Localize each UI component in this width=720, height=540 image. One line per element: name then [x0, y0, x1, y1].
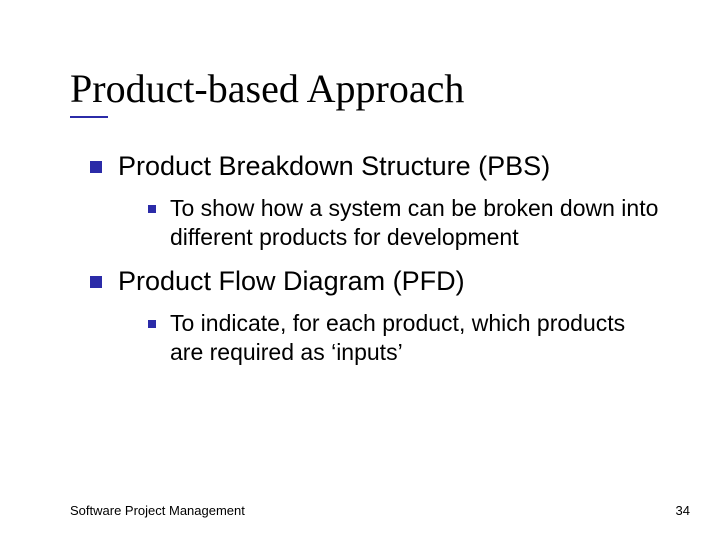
list-subitem: To show how a system can be broken down …: [148, 194, 660, 252]
list-item: Product Breakdown Structure (PBS): [90, 150, 660, 184]
slide-title: Product-based Approach: [70, 68, 680, 110]
footer-left: Software Project Management: [70, 503, 245, 518]
title-underline: [70, 116, 108, 118]
title-block: Product-based Approach: [70, 68, 680, 118]
list-subitem-label: To show how a system can be broken down …: [170, 194, 660, 252]
square-bullet-icon: [90, 276, 102, 288]
page-number: 34: [676, 503, 690, 518]
square-bullet-icon: [148, 320, 156, 328]
list-item-label: Product Flow Diagram (PFD): [118, 265, 465, 299]
list-subitem-label: To indicate, for each product, which pro…: [170, 309, 660, 367]
list-subitem: To indicate, for each product, which pro…: [148, 309, 660, 367]
list-item: Product Flow Diagram (PFD): [90, 265, 660, 299]
square-bullet-icon: [148, 205, 156, 213]
list-item-label: Product Breakdown Structure (PBS): [118, 150, 550, 184]
slide-body: Product Breakdown Structure (PBS) To sho…: [90, 150, 660, 381]
slide: Product-based Approach Product Breakdown…: [0, 0, 720, 540]
square-bullet-icon: [90, 161, 102, 173]
